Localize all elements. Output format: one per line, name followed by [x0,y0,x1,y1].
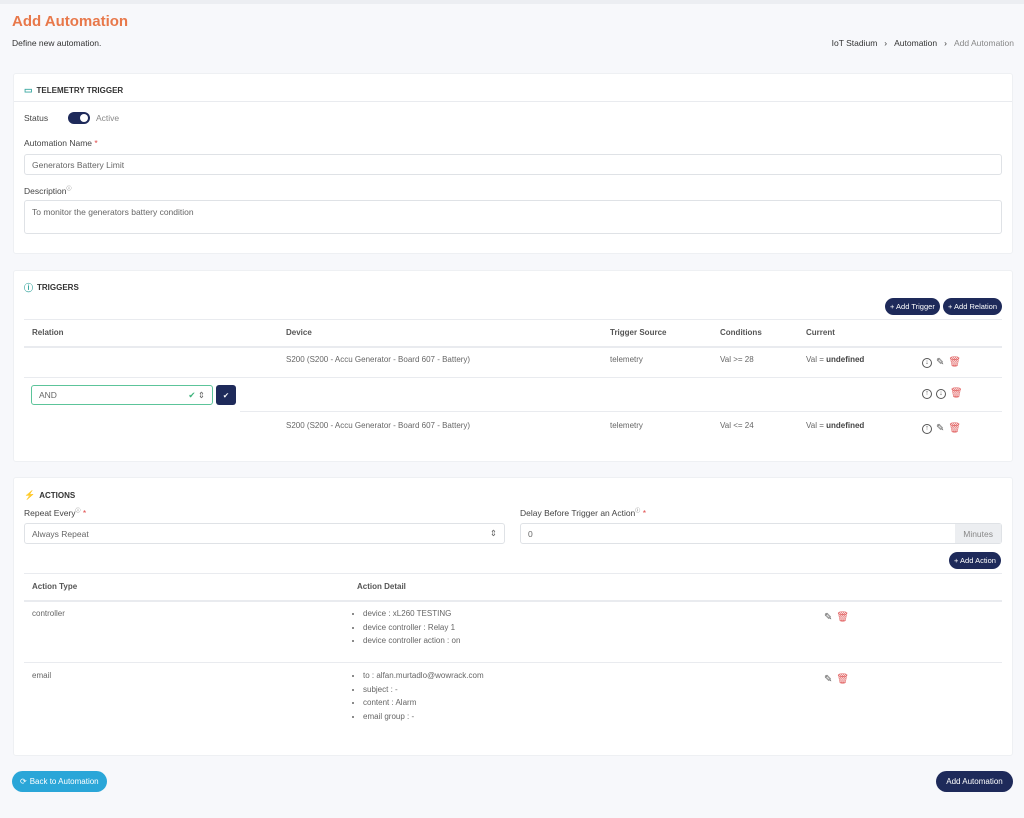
col-action-detail: Action Detail [357,582,406,591]
breadcrumb-automation[interactable]: Automation [894,38,938,48]
relation-select[interactable]: AND ✔ ⇕ [31,385,213,405]
detail-item: device controller action : on [363,634,460,648]
action-detail-list: device : xL260 TESTING device controller… [351,607,460,648]
page-subtitle: Define new automation. [12,38,102,48]
repeat-select[interactable]: Always Repeat ⇕ [24,523,505,544]
page-title: Add Automation [12,13,129,30]
add-trigger-button[interactable]: + Add Trigger [885,298,940,315]
condition-cell: Val >= 28 [720,355,754,364]
required-icon: * [94,138,98,148]
info-icon: ⓘ [635,508,641,514]
automation-name-input[interactable]: Generators Battery Limit [24,154,1002,175]
check-icon: ✔ [222,390,230,400]
telemetry-trigger-card: ▭ TELEMETRY TRIGGER Status Active Automat… [13,73,1013,254]
required-icon: * [642,507,646,518]
status-label: Status [24,113,49,123]
back-label: Back to Automation [29,777,99,786]
add-relation-button[interactable]: + Add Relation [943,298,1002,315]
breadcrumb-current: Add Automation [953,38,1014,48]
device-cell: S200 (S200 - Accu Generator - Board 607 … [286,421,471,430]
repeat-value: Always Repeat [32,528,89,539]
col-trigger-source: Trigger Source [610,328,667,337]
move-up-icon[interactable]: ↑ [922,423,932,434]
delete-icon[interactable]: 🗑 [948,357,962,368]
source-cell: telemetry [610,421,643,430]
current-value: undefined [826,355,865,364]
current-prefix: Val = [806,421,827,430]
add-automation-button[interactable]: Add Automation [936,771,1013,792]
move-up-icon[interactable]: ↑ [922,388,932,399]
name-label: Automation Name [24,138,93,148]
section-title: TRIGGERS [37,283,79,292]
top-bar [0,0,1024,4]
back-to-automation-button[interactable]: ⟳ Back to Automation [12,771,107,792]
detail-item: email group : - [363,710,484,724]
edit-icon[interactable]: ✎ [824,612,833,623]
monitor-icon: ▭ [24,85,33,95]
current-cell: Val = undefined [806,355,864,364]
move-down-icon[interactable]: ↓ [922,357,932,368]
current-prefix: Val = [806,355,827,364]
description-label: Description [24,185,67,196]
required-icon: * [82,507,87,518]
col-relation: Relation [32,328,64,337]
condition-cell: Val <= 24 [720,421,754,430]
delay-input[interactable]: 0 Minutes [520,523,1002,544]
col-conditions: Conditions [720,328,762,337]
action-detail-list: to : alfan.murtadlo@wowrack.com subject … [351,669,484,723]
breadcrumb: IoT Stadium › Automation › Add Automation [832,38,1014,48]
delete-icon[interactable]: 🗑 [836,674,850,685]
col-action-type: Action Type [32,582,78,591]
source-cell: telemetry [610,355,643,364]
status-toggle[interactable] [68,112,90,124]
refresh-icon: ⟳ [20,777,27,786]
section-title: TELEMETRY TRIGGER [36,86,124,95]
edit-icon[interactable]: ✎ [936,357,945,368]
delay-label: Delay Before Trigger an Action [520,507,636,518]
info-circle-icon: ⓘ [24,283,34,293]
select-arrows-icon: ⇕ [197,389,205,400]
lightning-icon: ⚡ [24,490,36,500]
section-title: ACTIONS [39,491,76,500]
action-type-cell: email [32,671,52,680]
delay-unit: Minutes [955,524,1001,543]
status-value: Active [96,113,120,123]
actions-card: ⚡ ACTIONS Repeat Everyⓘ * Always Repeat ⇕ … [13,477,1013,756]
col-device: Device [286,328,312,337]
info-icon: ⓘ [75,508,81,514]
col-current: Current [806,328,835,337]
chevron-right-icon: › [884,38,888,48]
confirm-relation-button[interactable]: ✔ [216,385,236,405]
detail-item: to : alfan.murtadlo@wowrack.com [363,669,484,683]
check-icon: ✔ [188,389,196,400]
chevron-right-icon: › [944,38,947,48]
edit-icon[interactable]: ✎ [824,674,833,685]
delete-icon[interactable]: 🗑 [836,612,850,623]
current-value: undefined [826,421,865,430]
detail-item: content : Alarm [363,696,484,710]
detail-item: subject : - [363,683,484,697]
device-cell: S200 (S200 - Accu Generator - Board 607 … [286,355,471,364]
select-arrows-icon: ⇕ [489,528,497,538]
repeat-label: Repeat Every [24,507,76,518]
info-icon: ⓘ [66,186,72,192]
breadcrumb-iot-stadium[interactable]: IoT Stadium [831,38,878,48]
edit-icon[interactable]: ✎ [936,423,945,434]
delay-value: 0 [528,528,533,539]
move-down-icon[interactable]: ↓ [936,388,946,399]
current-cell: Val = undefined [806,421,864,430]
relation-value: AND [39,390,57,400]
detail-item: device : xL260 TESTING [363,607,460,621]
add-action-button[interactable]: + Add Action [949,552,1001,569]
delete-icon[interactable]: 🗑 [950,388,963,399]
description-textarea[interactable]: To monitor the generators battery condit… [24,200,1002,234]
action-type-cell: controller [32,609,65,618]
delete-icon[interactable]: 🗑 [948,423,962,434]
detail-item: device controller : Relay 1 [363,621,460,635]
triggers-card: ⓘ TRIGGERS + Add Trigger + Add Relation R… [13,270,1013,462]
